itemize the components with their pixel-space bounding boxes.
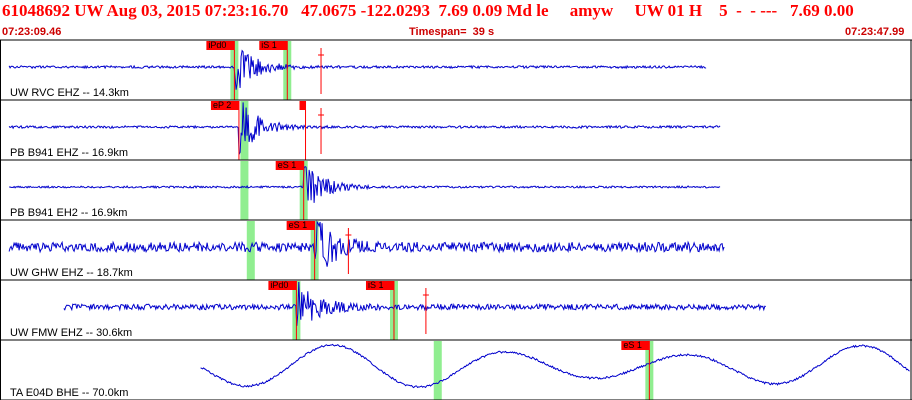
phase-pick-label: eS 1 — [623, 340, 642, 350]
channel-row[interactable]: eS 1 UW GHW EHZ -- 18.7km — [0, 220, 912, 281]
phase-pick-box[interactable] — [286, 221, 315, 230]
phase-pick-box[interactable] — [268, 281, 297, 290]
waveform-trace[interactable] — [200, 343, 910, 389]
phase-pick-box[interactable] — [206, 41, 235, 50]
station-channel-label: UW RVC EHZ -- 14.3km — [10, 87, 129, 99]
waveform-trace[interactable] — [8, 102, 721, 155]
phase-pick-label: eS 1 — [289, 220, 308, 230]
phase-pick-box[interactable] — [365, 281, 394, 290]
station-channel-label: UW FMW EHZ -- 30.6km — [10, 327, 132, 339]
channel-row[interactable]: eS 1 PB B941 EH2 -- 16.9km — [0, 160, 912, 221]
station-channel-label: UW GHW EHZ -- 18.7km — [10, 267, 133, 279]
channel-row[interactable]: iPd0 iS 1 UW FMW EHZ -- 30.6km — [0, 280, 912, 341]
station-channel-label: PB B941 EH2 -- 16.9km — [10, 207, 127, 219]
phase-pick-label: eS 1 — [278, 160, 297, 170]
station-channel-label: TA E04D BHE -- 70.0km — [10, 387, 128, 399]
phase-pick-box[interactable] — [210, 101, 239, 110]
phase-pick-box[interactable] — [299, 101, 306, 110]
end-time-label: 07:23:47.99 — [845, 26, 905, 38]
timespan-label: Timespan= 39 s — [409, 26, 495, 38]
phase-pick-label: iS 1 — [368, 280, 384, 290]
phase-pick-label: iPd0 — [270, 280, 288, 290]
waveform-trace[interactable] — [63, 281, 766, 326]
waveform-trace[interactable] — [8, 220, 725, 267]
phase-pick-label: iS 1 — [261, 40, 277, 50]
start-time-label: 07:23:09.46 — [2, 26, 62, 38]
waveform-trace[interactable] — [8, 165, 721, 203]
channel-row[interactable]: eS 1 TA E04D BHE -- 70.0km — [0, 340, 912, 400]
phase-pick-label: eP 2 — [213, 100, 231, 110]
station-channel-label: PB B941 EHZ -- 16.9km — [10, 147, 128, 159]
phase-pick-label: iPd0 — [208, 40, 226, 50]
waveform-trace[interactable] — [8, 49, 707, 90]
channel-row[interactable]: eP 2 PB B941 EHZ -- 16.9km — [0, 100, 912, 161]
event-summary-header: 61048692 UW Aug 03, 2015 07:23:16.70 47.… — [2, 1, 854, 20]
phase-pick-box[interactable] — [621, 341, 650, 350]
phase-pick-box[interactable] — [275, 161, 304, 170]
channel-row[interactable]: iPd0 iS 1 UW RVC EHZ -- 14.3km — [0, 40, 912, 101]
pick-window-band — [433, 341, 442, 400]
pick-window-band — [240, 161, 249, 220]
phase-pick-box[interactable] — [259, 41, 288, 50]
